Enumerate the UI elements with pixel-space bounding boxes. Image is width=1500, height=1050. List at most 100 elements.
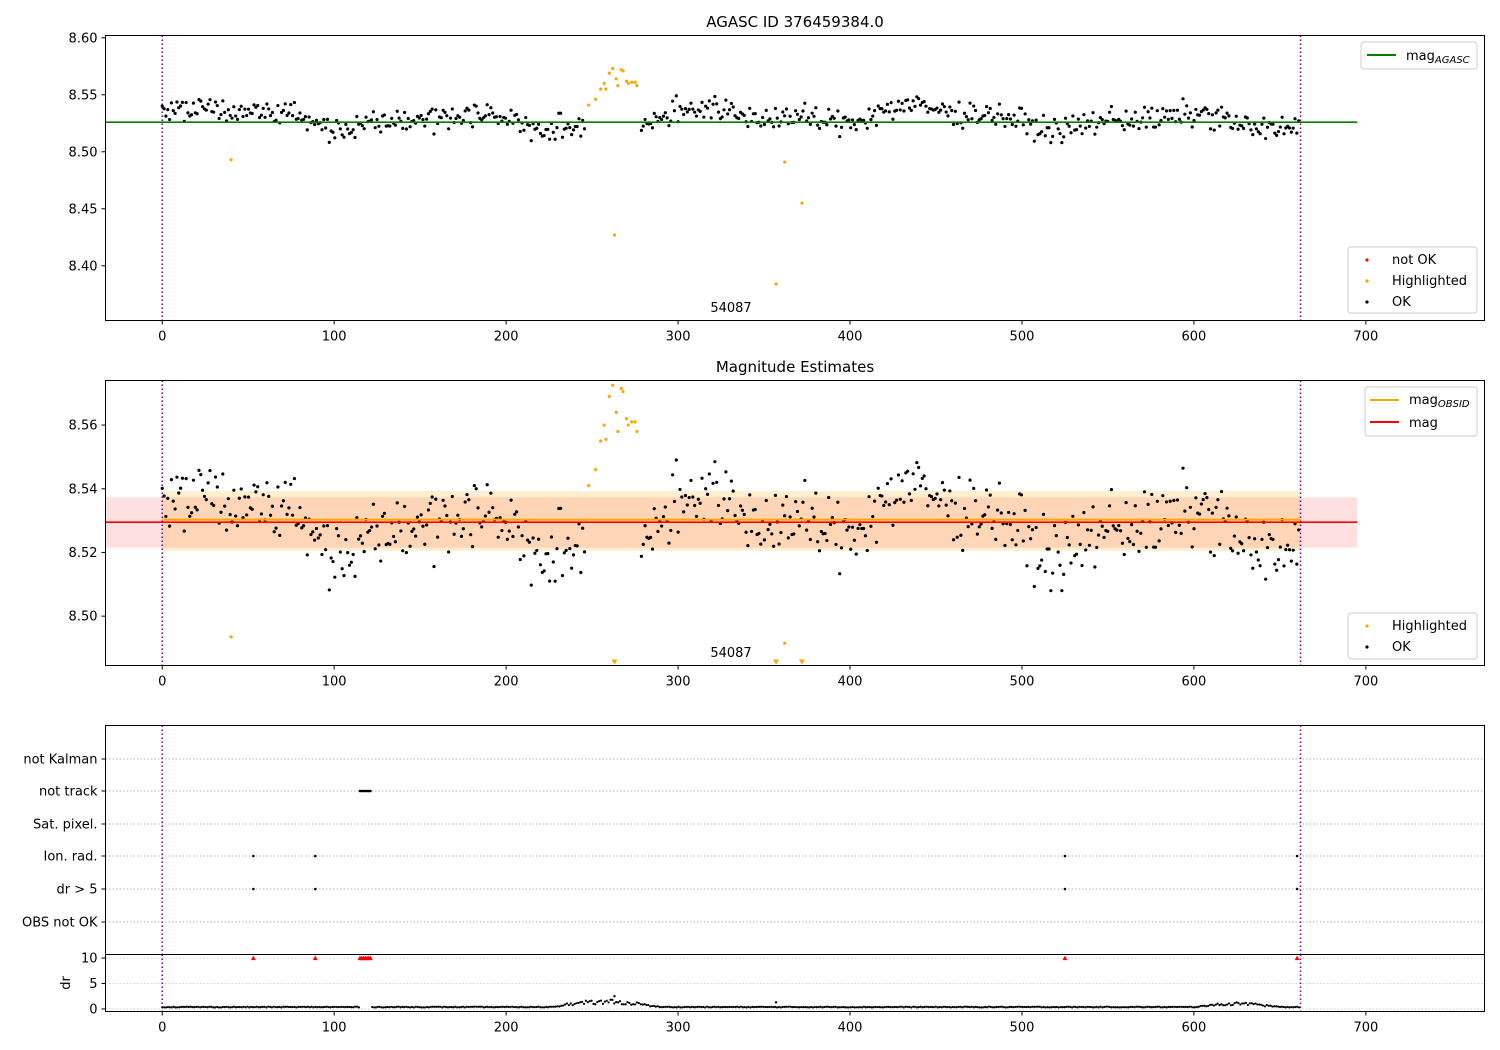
ok-point <box>1135 529 1139 533</box>
ok-point <box>346 551 350 555</box>
x-tick-label: 300 <box>666 675 691 690</box>
ok-point <box>234 514 238 518</box>
dr-point <box>1227 1002 1231 1005</box>
dr-point <box>968 1005 971 1009</box>
dr-point <box>535 1005 538 1009</box>
dr-point <box>1059 1005 1062 1009</box>
ok-point <box>1076 523 1080 527</box>
ok-point <box>801 500 805 504</box>
ok-point <box>303 115 308 119</box>
ok-point <box>553 579 557 583</box>
ok-point <box>1190 125 1194 129</box>
dr-point <box>840 1006 843 1009</box>
ok-point <box>880 107 884 111</box>
ok-point <box>983 513 987 517</box>
dr-point <box>1008 1005 1011 1009</box>
ok-point <box>1208 550 1213 554</box>
dr-point <box>874 1005 877 1009</box>
ok-point <box>485 483 489 487</box>
ok-point <box>1287 548 1292 552</box>
ok-point <box>190 113 194 117</box>
ok-point <box>375 524 379 528</box>
ok-point <box>979 522 983 526</box>
dr-point <box>1271 1005 1274 1008</box>
ok-point <box>1043 569 1047 574</box>
ok-point <box>164 514 168 519</box>
ok-point <box>794 109 798 113</box>
ok-point <box>1019 493 1024 497</box>
mag-obsid-band <box>162 490 1301 551</box>
ok-point <box>1192 118 1196 123</box>
ok-point <box>228 113 232 118</box>
dr-point <box>1278 1005 1282 1009</box>
dr-point <box>268 1005 272 1008</box>
ok-point <box>1130 523 1134 527</box>
dr-point <box>270 1006 274 1009</box>
ok-point <box>537 122 541 126</box>
dr-point <box>830 1006 833 1009</box>
ok-point <box>944 110 948 114</box>
dr-point <box>785 1005 788 1008</box>
highlighted-point <box>633 420 637 424</box>
ok-point <box>801 109 805 113</box>
ok-point <box>425 117 429 121</box>
dr-point <box>1267 1004 1270 1007</box>
ok-point <box>777 542 781 546</box>
ok-point <box>744 530 748 534</box>
dr-plot-frame <box>105 954 1485 1012</box>
ok-point <box>551 130 555 134</box>
ok-point <box>505 537 509 542</box>
ok-point <box>463 500 467 504</box>
dr-point <box>185 1005 188 1008</box>
ok-point <box>1071 514 1075 518</box>
dr-point <box>227 1006 230 1009</box>
highlighted-point <box>229 635 233 639</box>
ok-point <box>195 508 199 512</box>
ok-point <box>461 118 465 123</box>
ok-point <box>683 106 688 111</box>
ok-point <box>1280 115 1284 119</box>
dr-point <box>285 1005 289 1008</box>
ok-point <box>1254 550 1259 554</box>
ok-point <box>346 127 350 131</box>
ok-point <box>1142 105 1147 109</box>
y-tick-label: 0 <box>89 1002 97 1017</box>
ok-point <box>805 528 809 532</box>
ok-point <box>548 579 552 583</box>
dr-point <box>1044 1006 1047 1009</box>
dr-point <box>613 1002 616 1005</box>
dr-point <box>471 1005 474 1008</box>
ok-point <box>1194 496 1198 500</box>
ok-point <box>283 102 287 106</box>
ok-point <box>276 485 280 489</box>
dr-point <box>773 1005 777 1008</box>
dr-point <box>1188 1005 1191 1008</box>
ok-point <box>1276 129 1281 134</box>
ok-point <box>953 501 957 505</box>
dr-point <box>291 1005 294 1009</box>
ok-point <box>208 98 212 102</box>
dr-point <box>647 1003 650 1007</box>
dr-point <box>743 1005 746 1009</box>
ok-point <box>564 126 568 130</box>
ok-point <box>469 533 473 537</box>
ok-point <box>316 536 320 540</box>
ok-point <box>762 538 767 542</box>
dr-point <box>1212 1004 1215 1007</box>
highlighted-point <box>593 97 598 101</box>
dr-point <box>802 1006 805 1009</box>
ok-point <box>909 498 913 503</box>
ok-point <box>1014 124 1018 128</box>
ok-point <box>259 512 263 516</box>
dr-point <box>393 1006 396 1009</box>
dr-axis-label: dr <box>59 976 74 990</box>
ok-point <box>313 538 317 542</box>
ok-point <box>245 113 249 118</box>
ok-point <box>1047 547 1051 551</box>
ok-point <box>278 533 282 537</box>
ok-point <box>443 504 447 508</box>
highlighted-point <box>630 420 634 424</box>
ok-point <box>1253 122 1257 126</box>
ok-point <box>1089 528 1093 532</box>
dr-point <box>1033 1005 1036 1008</box>
